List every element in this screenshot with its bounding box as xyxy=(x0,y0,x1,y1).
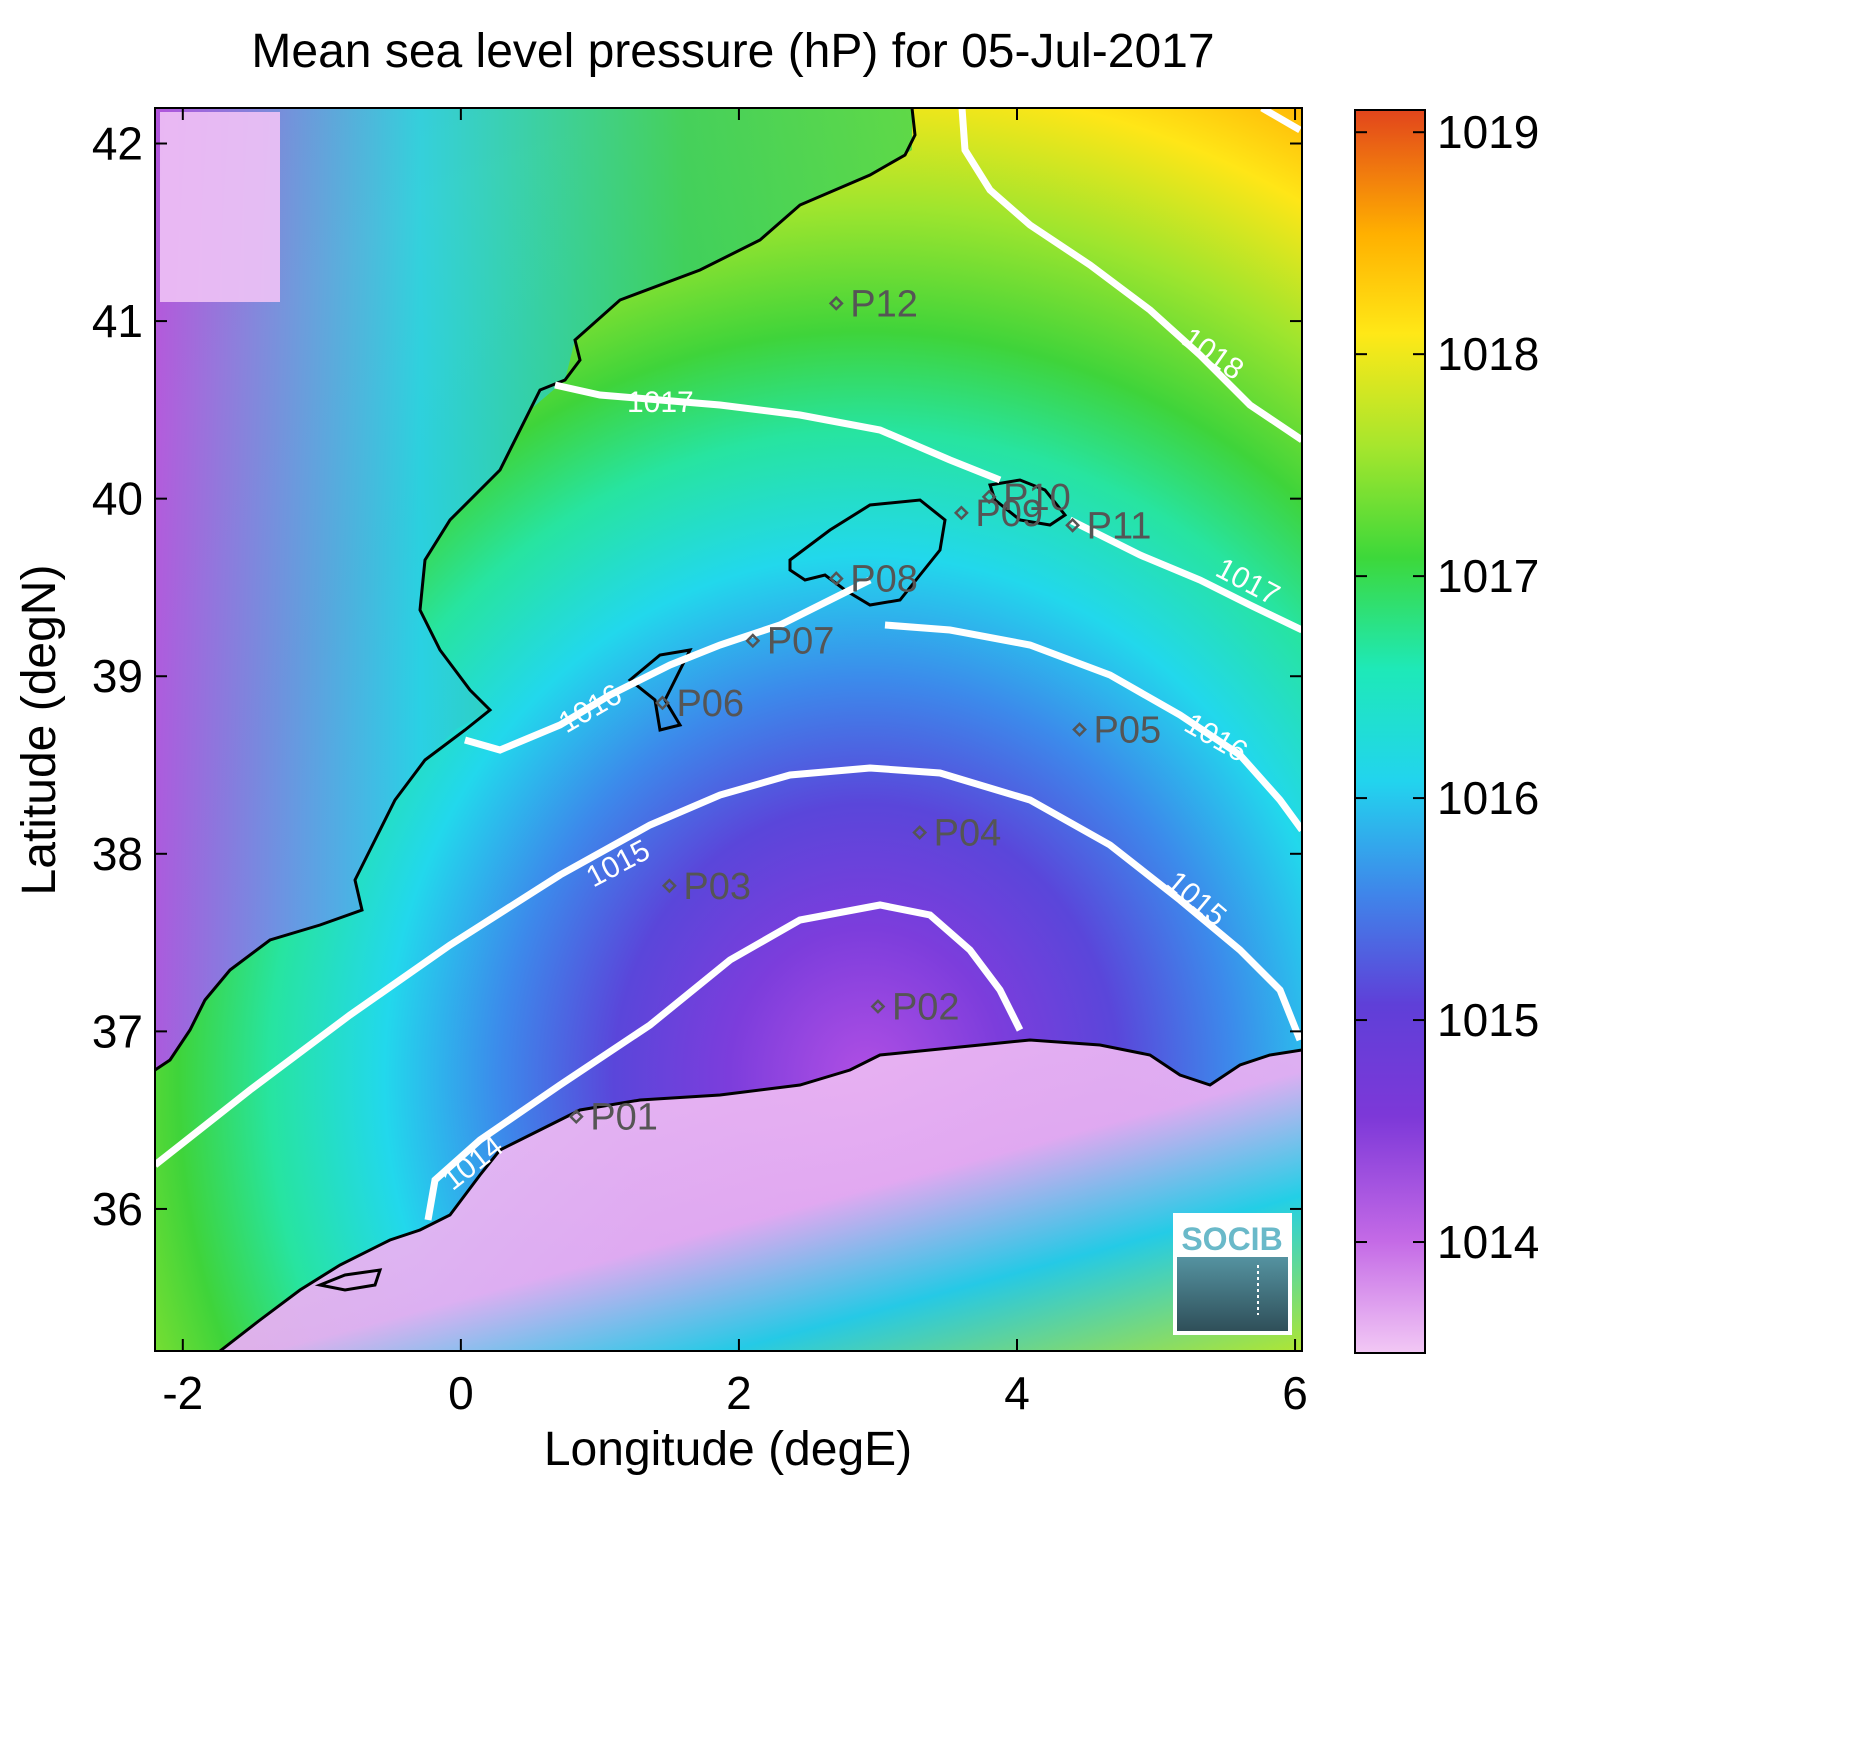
colorbar-tick-label: 1015 xyxy=(1437,994,1539,1046)
station-label: P11 xyxy=(1087,505,1152,547)
colorbar-tick-label: 1014 xyxy=(1437,1216,1539,1268)
iberia-landmass xyxy=(155,108,912,1070)
x-tick-label: 0 xyxy=(448,1367,474,1419)
pink-inland-patch xyxy=(160,112,280,302)
colorbar-tick-label: 1019 xyxy=(1437,106,1539,158)
station-p05: P05 xyxy=(1072,710,1162,752)
station-label: P03 xyxy=(683,866,751,908)
x-axis: -2 0 2 4 6 xyxy=(162,108,1308,1419)
station-p06: P06 xyxy=(655,683,744,725)
station-label: P05 xyxy=(1094,710,1162,752)
north-africa-landmass xyxy=(155,1040,1302,1351)
isobar-1015 xyxy=(155,764,1302,1168)
chart-title: Mean sea level pressure (hP) for 05-Jul-… xyxy=(251,25,1214,78)
x-tick-label: -2 xyxy=(162,1367,203,1419)
station-marker-icon xyxy=(870,999,886,1014)
station-marker-icon xyxy=(661,878,677,894)
station-marker-icon xyxy=(1072,722,1087,737)
africa-coastline xyxy=(219,1038,1302,1351)
station-p07: P07 xyxy=(745,621,835,663)
socib-logo: SOCIB xyxy=(1173,1213,1292,1335)
isobar-label-1017: 1017 xyxy=(627,386,694,419)
station-p11: P11 xyxy=(1065,505,1152,547)
station-marker-icon xyxy=(828,571,844,586)
isobar-1018-ne xyxy=(1260,108,1302,134)
station-label: P07 xyxy=(767,621,835,663)
y-tick-label: 40 xyxy=(92,473,143,525)
station-marker-icon xyxy=(912,825,928,840)
colorbar-tick-label: 1016 xyxy=(1437,772,1539,824)
x-tick-label: 4 xyxy=(1004,1367,1030,1419)
station-marker-icon xyxy=(828,295,844,311)
station-p01: P01 xyxy=(568,1097,658,1139)
colorbar: 1014 1015 1016 1017 1018 1019 xyxy=(1354,106,1539,1354)
station-label: P08 xyxy=(850,559,918,601)
socib-logo-text: SOCIB xyxy=(1181,1221,1282,1257)
station-label: P04 xyxy=(934,812,1002,854)
station-marker-icon xyxy=(981,489,997,505)
isobar-1017 xyxy=(554,381,1302,634)
menorca-coastline xyxy=(988,478,1068,527)
plot-area xyxy=(155,108,1302,1351)
colorbar-tick-label: 1017 xyxy=(1437,550,1539,602)
y-tick-label: 39 xyxy=(92,650,143,702)
station-marker-icon xyxy=(745,633,761,649)
station-p02: P02 xyxy=(870,987,960,1029)
mallorca-coastline xyxy=(788,498,947,607)
station-p08: P08 xyxy=(828,559,918,601)
x-tick-label: 2 xyxy=(726,1367,752,1419)
station-label: P01 xyxy=(590,1097,658,1139)
isobars xyxy=(155,108,1302,1221)
y-tick-label: 42 xyxy=(92,118,143,170)
isobar-1016 xyxy=(464,576,1302,833)
station-p03: P03 xyxy=(661,866,751,908)
x-tick-label: 6 xyxy=(1282,1367,1308,1419)
y-tick-label: 37 xyxy=(92,1005,143,1057)
station-p12: P12 xyxy=(828,283,918,325)
y-axis-label: Latitude (degN) xyxy=(13,565,66,896)
y-tick-label: 41 xyxy=(92,295,143,347)
colorbar-gradient xyxy=(1354,109,1426,1354)
plot-frame xyxy=(154,107,1303,1352)
station-label: P10 xyxy=(1003,477,1071,519)
isobar-1018 xyxy=(958,108,1302,443)
x-axis-label: Longitude (degE) xyxy=(544,1423,912,1476)
station-marker-icon xyxy=(1065,517,1081,533)
iberia-coastline xyxy=(155,108,917,1072)
colorbar-ticks: 1014 1015 1016 1017 1018 1019 xyxy=(1355,106,1539,1268)
station-marker-icon xyxy=(655,695,670,711)
station-marker-icon xyxy=(953,505,969,521)
station-p10: P10 xyxy=(981,477,1071,519)
isobar-1014 xyxy=(424,901,1024,1221)
socib-logo-band xyxy=(1177,1217,1288,1257)
station-label: P06 xyxy=(676,683,744,725)
colorbar-tick-label: 1018 xyxy=(1437,328,1539,380)
station-label: P12 xyxy=(850,283,918,325)
y-tick-label: 38 xyxy=(92,828,143,880)
station-marker-icon xyxy=(568,1109,584,1125)
y-tick-label: 36 xyxy=(92,1183,143,1235)
station-label: P02 xyxy=(892,987,960,1029)
station-p04: P04 xyxy=(912,812,1002,854)
alboran-island-coastline xyxy=(314,1268,383,1292)
y-axis: 36 37 38 39 40 41 42 xyxy=(92,118,1302,1235)
